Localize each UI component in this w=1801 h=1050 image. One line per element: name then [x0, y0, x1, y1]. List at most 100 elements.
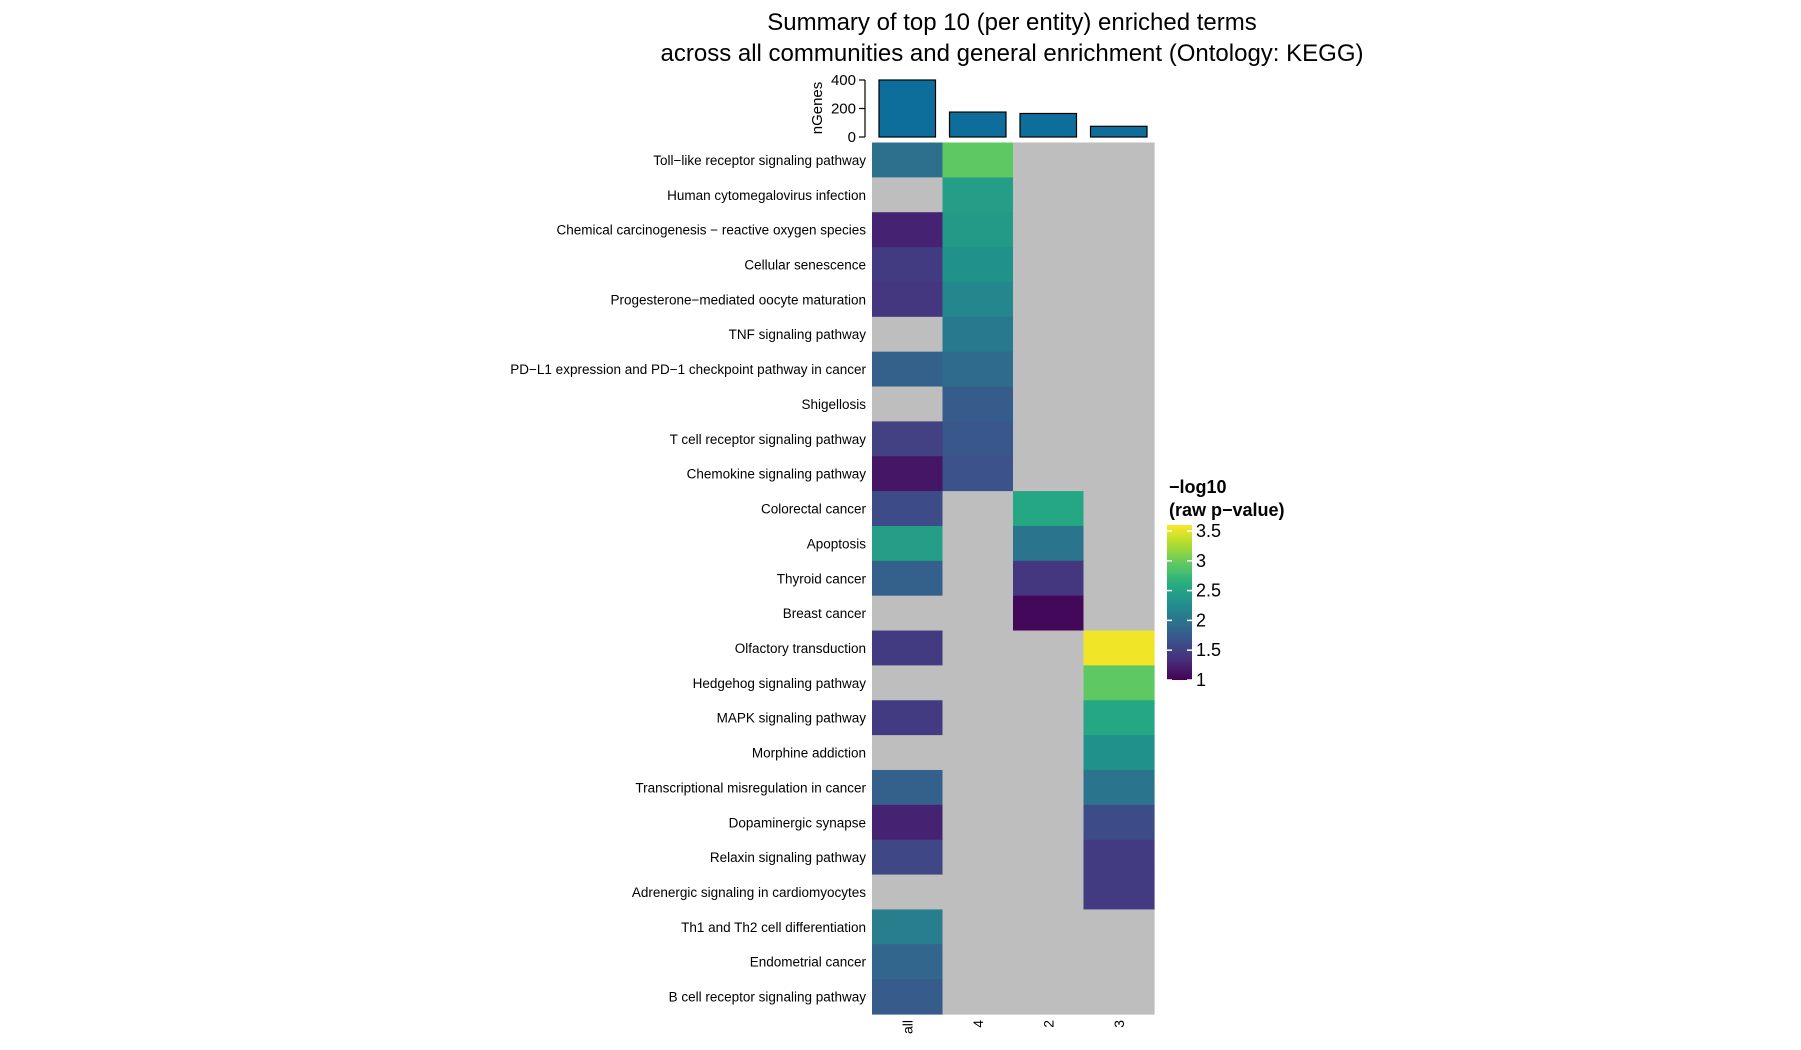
heatmap-cell-r8-c1 [942, 421, 1014, 457]
row-label-colorectal-cancer: Colorectal cancer [761, 502, 867, 517]
column-labels: all 4 2 3 [899, 1020, 1127, 1034]
heatmap-cell-r7-c0 [872, 386, 944, 422]
legend-title-line2: (raw p−value) [1169, 500, 1285, 520]
row-label-toll-like-receptor-signaling-pathway: Toll−like receptor signaling pathway [653, 153, 866, 168]
row-label-mapk-signaling-pathway: MAPK signaling pathway [717, 711, 867, 726]
row-label-morphine-addiction: Morphine addiction [752, 746, 866, 761]
row-label-breast-cancer: Breast cancer [783, 606, 867, 621]
heatmap-cell-r16-c0 [872, 700, 944, 736]
heatmap-cell-r0-c3 [1083, 142, 1155, 178]
heatmap-cell-r9-c3 [1083, 456, 1155, 492]
legend-tick-label-5: 3.5 [1196, 521, 1221, 541]
heatmap-cell-r14-c2 [1013, 630, 1085, 666]
heatmap-cell-r3-c1 [942, 247, 1014, 283]
heatmap-cell-r24-c2 [1013, 979, 1085, 1015]
heatmap-cell-r23-c1 [942, 944, 1014, 980]
ngenes-bar-all [878, 79, 937, 138]
heatmap-cell-r19-c1 [942, 804, 1014, 841]
heatmap-cell-r1-c2 [1013, 177, 1085, 213]
heatmap-cell-r15-c2 [1013, 665, 1085, 701]
heatmap-cell-r9-c2 [1013, 456, 1085, 492]
heatmap-cell-r8-c3 [1083, 421, 1155, 457]
ngenes-tick-label-0: 0 [848, 129, 856, 146]
column-label-2: 2 [1040, 1020, 1056, 1028]
heatmap-cell-r17-c0 [872, 735, 944, 771]
ngenes-tick-label-400: 400 [831, 72, 856, 89]
heatmap-cell-r0-c2 [1013, 142, 1085, 178]
row-label-t-cell-receptor-signaling-pathway: T cell receptor signaling pathway [670, 432, 867, 447]
heatmap-cell-r4-c2 [1013, 281, 1085, 318]
row-label-dopaminergic-synapse: Dopaminergic synapse [729, 815, 866, 830]
heatmap-cell-r21-c1 [942, 874, 1014, 911]
legend-tick-label-1: 1.5 [1196, 640, 1221, 660]
heatmap-cells [872, 142, 1155, 1015]
heatmap-cell-r1-c0 [872, 177, 944, 213]
heatmap-cell-r9-c0 [872, 456, 944, 492]
heatmap-cell-r24-c1 [942, 979, 1014, 1015]
heatmap-cell-r10-c3 [1083, 491, 1155, 527]
heatmap-cell-r9-c1 [942, 456, 1014, 492]
heatmap-cell-r4-c1 [942, 281, 1014, 318]
heatmap-cell-r19-c0 [872, 804, 944, 841]
heatmap-cell-r14-c1 [942, 630, 1014, 666]
heatmap-cell-r20-c2 [1013, 839, 1085, 876]
ngenes-tick-label-200: 200 [831, 101, 856, 118]
heatmap-cell-r5-c2 [1013, 316, 1085, 353]
heatmap-cell-r12-c2 [1013, 560, 1085, 597]
row-label-chemical-carcinogenesis-reactive-oxygen-species: Chemical carcinogenesis − reactive oxyge… [556, 223, 866, 238]
heatmap-cell-r20-c3 [1083, 839, 1155, 876]
heatmap-cell-r14-c3 [1083, 630, 1155, 666]
row-labels: Toll−like receptor signaling pathway Huma… [510, 153, 866, 1005]
row-label-adrenergic-signaling-in-cardiomyocytes: Adrenergic signaling in cardiomyocytes [632, 885, 866, 900]
heatmap-cell-r16-c1 [942, 700, 1014, 736]
legend-tick-label-3: 2.5 [1196, 581, 1221, 601]
heatmap-cell-r13-c1 [942, 595, 1014, 632]
legend-tick-label-0: 1 [1196, 670, 1206, 690]
heatmap-cell-r10-c0 [872, 491, 944, 527]
row-label-shigellosis: Shigellosis [801, 397, 866, 412]
row-label-hedgehog-signaling-pathway: Hedgehog signaling pathway [693, 676, 867, 691]
heatmap-cell-r20-c1 [942, 839, 1014, 876]
heatmap-cell-r18-c0 [872, 769, 944, 806]
heatmap-cell-r15-c1 [942, 665, 1014, 701]
column-label-all: all [899, 1020, 915, 1034]
heatmap-cell-r23-c2 [1013, 944, 1085, 980]
heatmap-cell-r18-c2 [1013, 769, 1085, 806]
legend-tick-label-2: 2 [1196, 610, 1206, 630]
heatmap-cell-r1-c3 [1083, 177, 1155, 213]
heatmap-cell-r15-c0 [872, 665, 944, 701]
row-label-b-cell-receptor-signaling-pathway: B cell receptor signaling pathway [669, 990, 867, 1005]
chart-subtitle: across all communities and general enric… [661, 40, 1364, 67]
heatmap-cell-r6-c3 [1083, 351, 1155, 388]
heatmap-cell-r2-c0 [872, 212, 944, 248]
heatmap-cell-r17-c3 [1083, 735, 1155, 771]
row-label-pd-l1-expression-and-pd-1-checkpoint-pathway-in-cancer: PD−L1 expression and PD−1 checkpoint pat… [510, 362, 866, 377]
heatmap-cell-r13-c3 [1083, 595, 1155, 632]
column-label-3: 3 [1111, 1020, 1127, 1028]
heatmap-cell-r22-c3 [1083, 909, 1155, 945]
heatmap-cell-r20-c0 [872, 839, 944, 876]
heatmap-cell-r8-c0 [872, 421, 944, 457]
heatmap-cell-r15-c3 [1083, 665, 1155, 701]
legend-tick-label-4: 3 [1196, 551, 1206, 571]
chart-title: Summary of top 10 (per entity) enriched … [767, 9, 1257, 36]
ngenes-axis-title: nGenes [809, 82, 826, 135]
heatmap-cell-r12-c0 [872, 560, 944, 597]
row-label-th1-and-th2-cell-differentiation: Th1 and Th2 cell differentiation [681, 920, 866, 935]
heatmap-cell-r10-c1 [942, 491, 1014, 527]
heatmap-cell-r22-c0 [872, 909, 944, 945]
legend-title-line1: −log10 [1169, 477, 1227, 497]
heatmap-cell-r13-c2 [1013, 595, 1085, 632]
heatmap-cell-r3-c2 [1013, 247, 1085, 283]
heatmap-cell-r3-c0 [872, 247, 944, 283]
heatmap-cell-r8-c2 [1013, 421, 1085, 457]
heatmap-cell-r7-c3 [1083, 386, 1155, 422]
heatmap-cell-r22-c2 [1013, 909, 1085, 945]
row-label-human-cytomegalovirus-infection: Human cytomegalovirus infection [667, 188, 866, 203]
row-label-tnf-signaling-pathway: TNF signaling pathway [729, 327, 867, 342]
heatmap-cell-r13-c0 [872, 595, 944, 632]
heatmap-cell-r23-c3 [1083, 944, 1155, 980]
heatmap-cell-r21-c3 [1083, 874, 1155, 911]
heatmap-cell-r11-c3 [1083, 525, 1155, 562]
